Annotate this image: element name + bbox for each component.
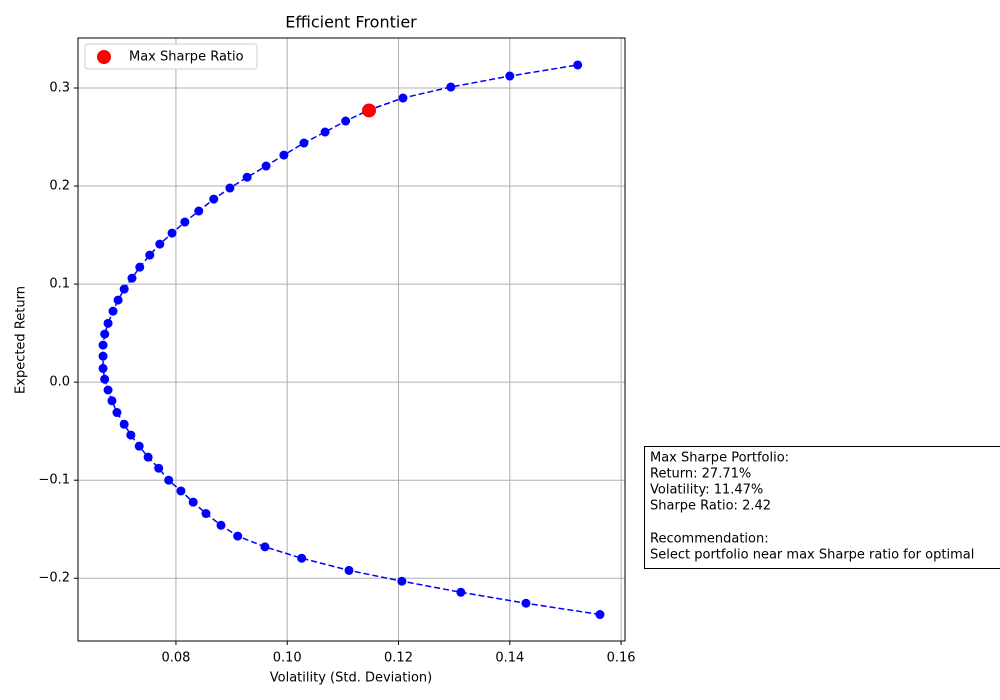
frontier-point — [103, 318, 113, 328]
y-tick-label: 0.1 — [49, 277, 70, 292]
frontier-point — [456, 587, 466, 597]
frontier-point — [145, 250, 155, 260]
x-axis-label: Volatility (Std. Deviation) — [270, 671, 432, 686]
annotation-box — [644, 446, 1000, 569]
frontier-point — [233, 531, 243, 541]
frontier-point — [188, 497, 198, 507]
frontier-point — [98, 340, 108, 350]
x-tick-label: 0.16 — [607, 651, 636, 666]
frontier-point — [176, 486, 186, 496]
frontier-line — [102, 64, 601, 616]
frontier-point — [135, 262, 145, 272]
frontier-point — [297, 553, 307, 563]
y-tick-label: −0.2 — [38, 571, 70, 586]
chart-title: Efficient Frontier — [285, 13, 417, 32]
frontier-point — [154, 463, 164, 473]
frontier-point — [194, 206, 204, 216]
frontier-point — [103, 385, 113, 395]
x-tick-label: 0.08 — [161, 651, 190, 666]
frontier-point — [98, 351, 108, 361]
frontier-point — [320, 127, 330, 137]
frontier-point — [397, 576, 407, 586]
legend-marker — [97, 50, 111, 64]
frontier-point — [164, 475, 174, 485]
frontier-point — [119, 284, 129, 294]
frontier-point — [167, 228, 177, 238]
y-tick-label: 0.3 — [49, 81, 70, 96]
frontier-point — [107, 396, 117, 406]
frontier-point — [180, 217, 190, 227]
frontier-point — [446, 82, 456, 92]
x-tick-label: 0.14 — [495, 651, 524, 666]
frontier-point — [108, 306, 118, 316]
annotation-line: Recommendation: — [650, 532, 769, 547]
max-sharpe-point — [362, 103, 377, 118]
frontier-point — [98, 363, 108, 373]
frontier-point — [134, 441, 144, 451]
annotation-line: Return: 27.71% — [650, 467, 751, 482]
frontier-point — [201, 509, 211, 519]
frontier-point — [143, 452, 153, 462]
legend-box — [84, 43, 258, 70]
frontier-point — [341, 116, 351, 126]
frontier-point — [344, 565, 354, 575]
annotation-line: Sharpe Ratio: 2.42 — [650, 499, 771, 514]
y-axis-label: Expected Return — [14, 286, 29, 394]
x-tick-label: 0.12 — [384, 651, 413, 666]
y-tick-label: 0.0 — [49, 375, 70, 390]
frontier-point — [398, 93, 408, 103]
x-tick-label: 0.10 — [273, 651, 302, 666]
frontier-point — [112, 408, 122, 418]
legend-label: Max Sharpe Ratio — [129, 50, 244, 65]
frontier-point — [505, 71, 515, 81]
frontier-point — [521, 598, 531, 608]
frontier-point — [100, 329, 110, 339]
y-tick-label: −0.1 — [38, 473, 70, 488]
frontier-point — [113, 295, 123, 305]
frontier-point — [279, 150, 289, 160]
frontier-point — [155, 239, 165, 249]
frontier-point — [127, 273, 137, 283]
annotation-line: Select portfolio near max Sharpe ratio f… — [650, 548, 974, 563]
annotation-line: Volatility: 11.47% — [650, 483, 763, 498]
frontier-point — [260, 542, 270, 552]
frontier-point — [216, 520, 226, 530]
frontier-point — [100, 374, 110, 384]
frontier-point — [242, 172, 252, 182]
frontier-point — [299, 138, 309, 148]
plot-frame — [77, 37, 626, 642]
frontier-point — [225, 183, 235, 193]
frontier-point — [573, 60, 583, 70]
frontier-point — [595, 610, 605, 620]
frontier-point — [209, 194, 219, 204]
y-tick-label: 0.2 — [49, 179, 70, 194]
annotation-line: Max Sharpe Portfolio: — [650, 451, 789, 466]
frontier-point — [261, 161, 271, 171]
frontier-point — [119, 419, 129, 429]
frontier-point — [126, 430, 136, 440]
